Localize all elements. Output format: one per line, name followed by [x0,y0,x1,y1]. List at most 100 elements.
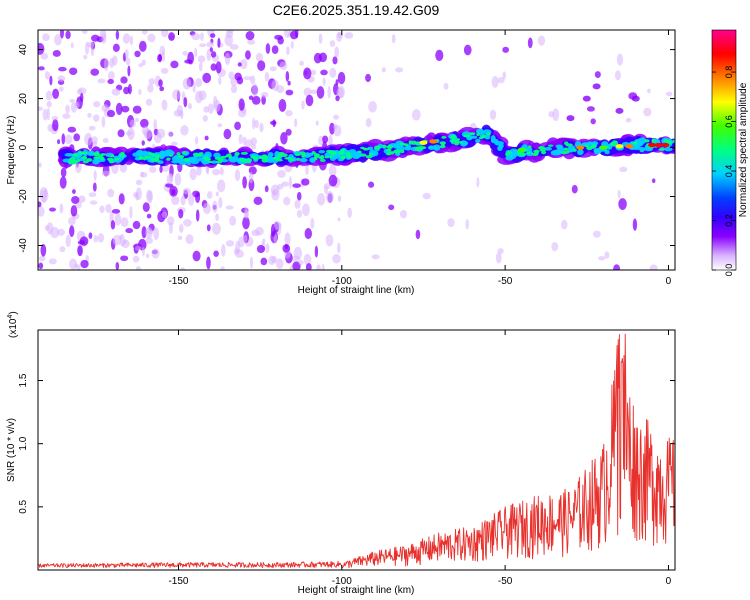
spectrogram-noise-blob [219,167,224,176]
spectrogram-noise-blob [125,131,133,136]
spectrogram-noise-blob [315,120,319,126]
spectrogram-noise-blob [604,251,610,259]
spectrogram-noise-blob [332,56,338,65]
spectrogram-xtick-label: -50 [498,276,513,287]
spectrogram-noise-blob [73,263,78,269]
spectrogram-noise-blob [277,169,286,178]
spectrogram-noise-blob [52,49,61,57]
spectrogram-hotspot [648,142,657,148]
spectrogram-noise-blob [64,134,73,145]
spectrogram-noise-blob [328,134,333,148]
spectrogram-noise-blob [171,195,180,206]
spectrogram-noise-blob [337,242,341,254]
spectrogram-noise-blob [594,71,601,79]
spectrogram-ridge-blob [147,152,153,155]
spectrogram-noise-blob [463,44,472,56]
spectrogram-noise-blob [276,183,284,190]
spectrogram-noise-blob [290,30,298,40]
spectrogram-noise-blob [209,47,213,53]
spectrogram-noise-blob [237,62,242,67]
spectrogram-noise-blob [215,213,220,222]
spectrogram-noise-blob [195,209,200,222]
spectrogram-ridge-blob [261,158,269,163]
spectrogram-noise-blob [177,235,183,241]
spectrogram-noise-blob [180,195,186,206]
spectrogram-noise-blob [192,250,201,262]
spectrogram-noise-blob [238,133,243,145]
spectrogram-noise-blob [122,33,131,44]
spectrogram-noise-blob [120,217,129,228]
spectrogram-noise-blob [215,61,222,74]
spectrogram-noise-blob [491,75,499,88]
spectrogram-noise-blob [159,86,165,92]
spectrogram-noise-blob [277,36,284,45]
spectrogram-ridge-blob [632,141,638,145]
spectrogram-noise-blob [182,187,192,195]
spectrogram-noise-blob [647,88,651,94]
spectrogram-ridge-blob [340,155,346,160]
spectrogram-xtick-label: -100 [332,276,352,287]
spectrogram-noise-blob [238,236,245,248]
spectrogram-ridge-blob [93,156,100,160]
spectrogram-noise-blob [145,237,153,244]
snr-series-line [38,333,675,569]
spectrogram-ridge-blob [247,158,252,162]
spectrogram-noise-blob [335,95,340,102]
snr-xtick-label: -50 [498,576,513,587]
spectrogram-noise-blob [138,89,142,95]
colorbar-tick-label: 0.4 [724,165,734,178]
spectrogram-ridge-blob [315,153,320,158]
spectrogram-noise-blob [215,191,219,197]
spectrogram-noise-blob [182,50,189,56]
spectrogram-noise-blob [229,215,237,226]
spectrogram-noise-blob [69,225,75,238]
spectrogram-noise-blob [165,183,174,188]
spectrogram-noise-blob [78,195,86,203]
snr-xtick-label: -150 [168,576,188,587]
spectrogram-noise-blob [132,105,142,114]
spectrogram-noise-blob [80,259,89,269]
spectrogram-noise-blob [285,71,290,82]
spectrogram-noise-blob [115,102,123,115]
spectrogram-ridge-blob [450,134,456,139]
spectrogram-noise-blob [172,89,181,100]
spectrogram-noise-blob [141,226,147,239]
spectrogram-noise-blob [132,255,140,263]
spectrogram-noise-blob [283,30,292,38]
spectrogram-ridge-blob [68,157,76,162]
spectrogram-noise-blob [93,101,101,108]
spectrogram-ridge-blob [486,132,491,136]
spectrogram-ridge-blob [154,154,162,158]
snr-panel: -150 -100 -50 0 0.5 1.0 1.5 Height of straight… [6,311,676,596]
spectrogram-noise-blob [651,178,656,184]
spectrogram-noise-blob [220,266,225,270]
spectrogram-ytick-label: 20 [18,93,29,105]
spectrogram-noise-blob [49,75,53,86]
spectrogram-ridge-blob [92,158,100,165]
spectrogram-noise-blob [40,52,49,60]
spectrogram-ridge-blob [403,143,409,147]
spectrogram-ridge-blob [544,146,552,151]
spectrogram-noise-blob [52,88,59,100]
spectrogram-noise-blob [328,174,338,187]
spectrogram-noise-blob [212,200,218,213]
spectrogram-noise-blob [68,67,78,76]
spectrogram-noise-blob [101,116,106,128]
spectrogram-noise-blob [230,84,238,94]
spectrogram-noise-blob [110,220,116,230]
spectrogram-ridge-blob [651,138,656,143]
spectrogram-ridge-blob [204,157,211,162]
spectrogram-ridge-blob [664,146,673,152]
spectrogram-noise-blob [69,98,75,103]
spectrogram-noise-blob [56,228,66,236]
spectrogram-noise-blob [254,119,259,129]
spectrogram-noise-blob [294,118,298,128]
spectrogram-noise-blob [301,100,305,110]
spectrogram-noise-blob [614,70,621,81]
spectrogram-noise-blob [107,79,114,85]
spectrogram-noise-blob [649,264,658,270]
spectrogram-noise-blob [275,258,284,270]
spectrogram-noise-blob [337,195,342,202]
spectrogram-noise-blob [38,106,44,111]
spectrogram-ridge-blob [595,149,602,154]
